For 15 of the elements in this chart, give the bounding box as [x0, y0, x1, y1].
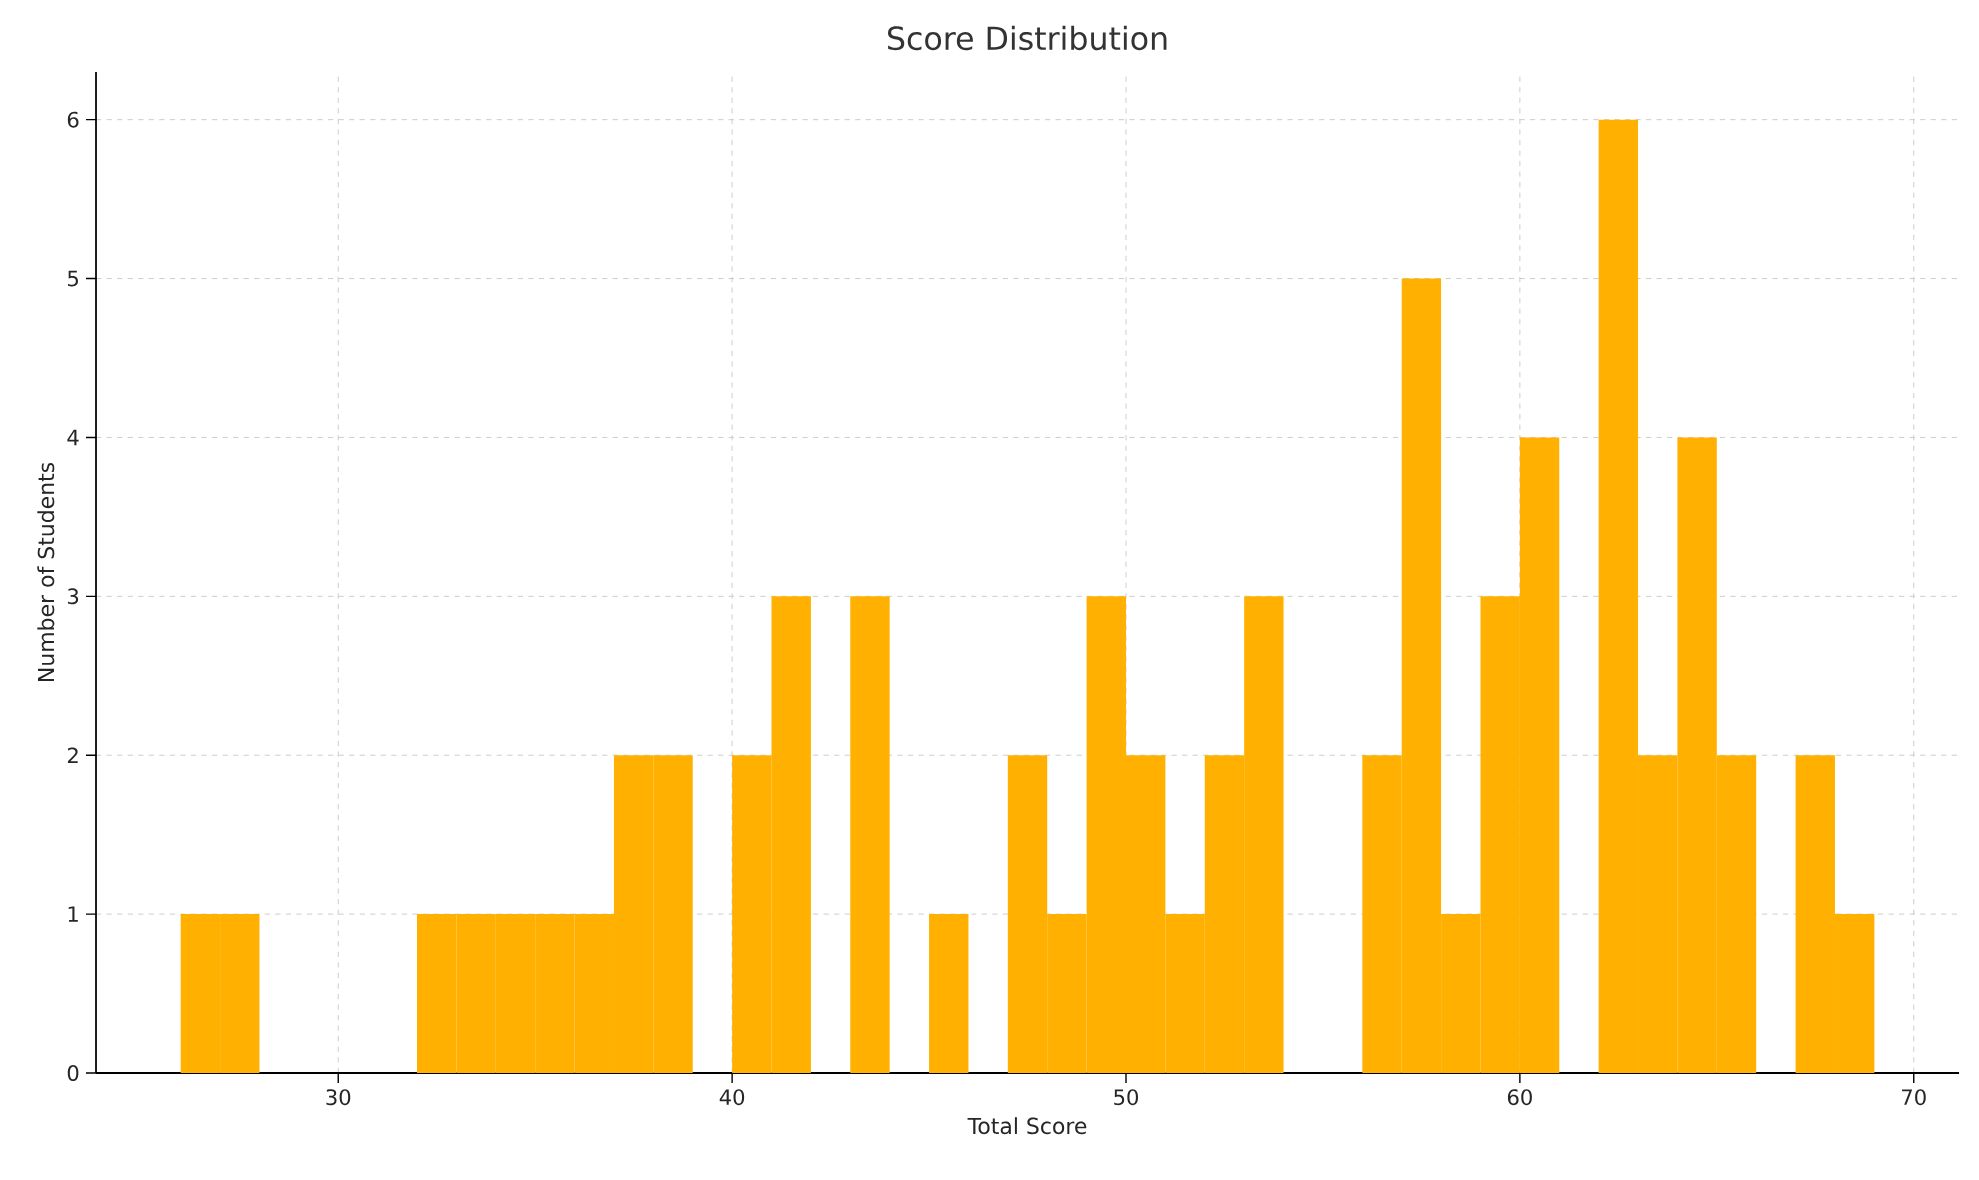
x-axis-title: Total Score [967, 1117, 1087, 1135]
y-tick-label: 2 [67, 747, 78, 764]
y-tick-label: 5 [68, 270, 78, 287]
x-tick-label: 50 [1114, 1089, 1139, 1106]
x-tick-label: 60 [1507, 1089, 1532, 1106]
x-tick-label: 40 [719, 1089, 745, 1106]
y-tick-label: 3 [67, 588, 79, 605]
chart-title: Score Distribution [888, 25, 1167, 51]
x-tick-label: 70 [1902, 1089, 1926, 1106]
y-tick-label: 1 [68, 906, 78, 922]
y-tick-label: 6 [67, 111, 79, 128]
y-tick-label: 0 [67, 1065, 79, 1081]
x-tick-label: 30 [326, 1089, 351, 1106]
y-axis-title: Number of Students [37, 462, 55, 681]
y-tick-label: 4 [67, 429, 79, 446]
